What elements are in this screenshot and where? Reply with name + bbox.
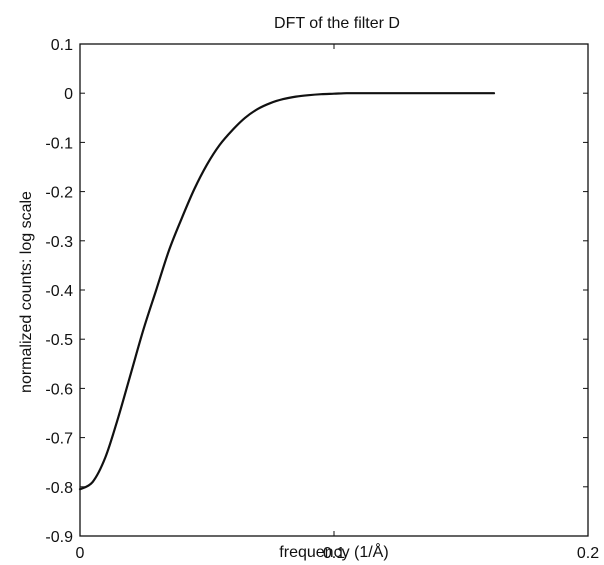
series-layer <box>78 92 496 491</box>
y-axis-title: normalized counts: log scale <box>18 191 35 393</box>
y-tick-label: 0.1 <box>51 37 73 54</box>
y-tick-label: -0.6 <box>45 381 73 398</box>
y-tick-label: -0.5 <box>45 332 73 349</box>
x-tick-label: 0.1 <box>323 545 345 562</box>
y-tick-label: -0.1 <box>45 135 73 152</box>
chart-title: DFT of the filter D <box>274 15 400 32</box>
y-tick-label: -0.3 <box>45 234 73 251</box>
x-axis-title: frequency (1/Å) <box>279 542 388 561</box>
y-ticks: 0.1 0 -0.1 -0.2 -0.3 -0.4 -0.5 -0.6 -0.7 -0.8 -0.9 <box>45 37 588 546</box>
x-ticks: 0 0.1 0.2 <box>76 44 599 562</box>
series-line <box>78 92 496 491</box>
x-tick-label: 0.2 <box>577 545 599 562</box>
y-tick-label: -0.7 <box>45 431 73 448</box>
y-tick-label: -0.4 <box>45 283 73 300</box>
y-tick-label: -0.9 <box>45 529 73 546</box>
y-tick-label: -0.8 <box>45 480 73 497</box>
y-tick-label: -0.2 <box>45 185 73 202</box>
x-tick-label: 0 <box>76 545 85 562</box>
y-tick-label: 0 <box>64 86 73 103</box>
